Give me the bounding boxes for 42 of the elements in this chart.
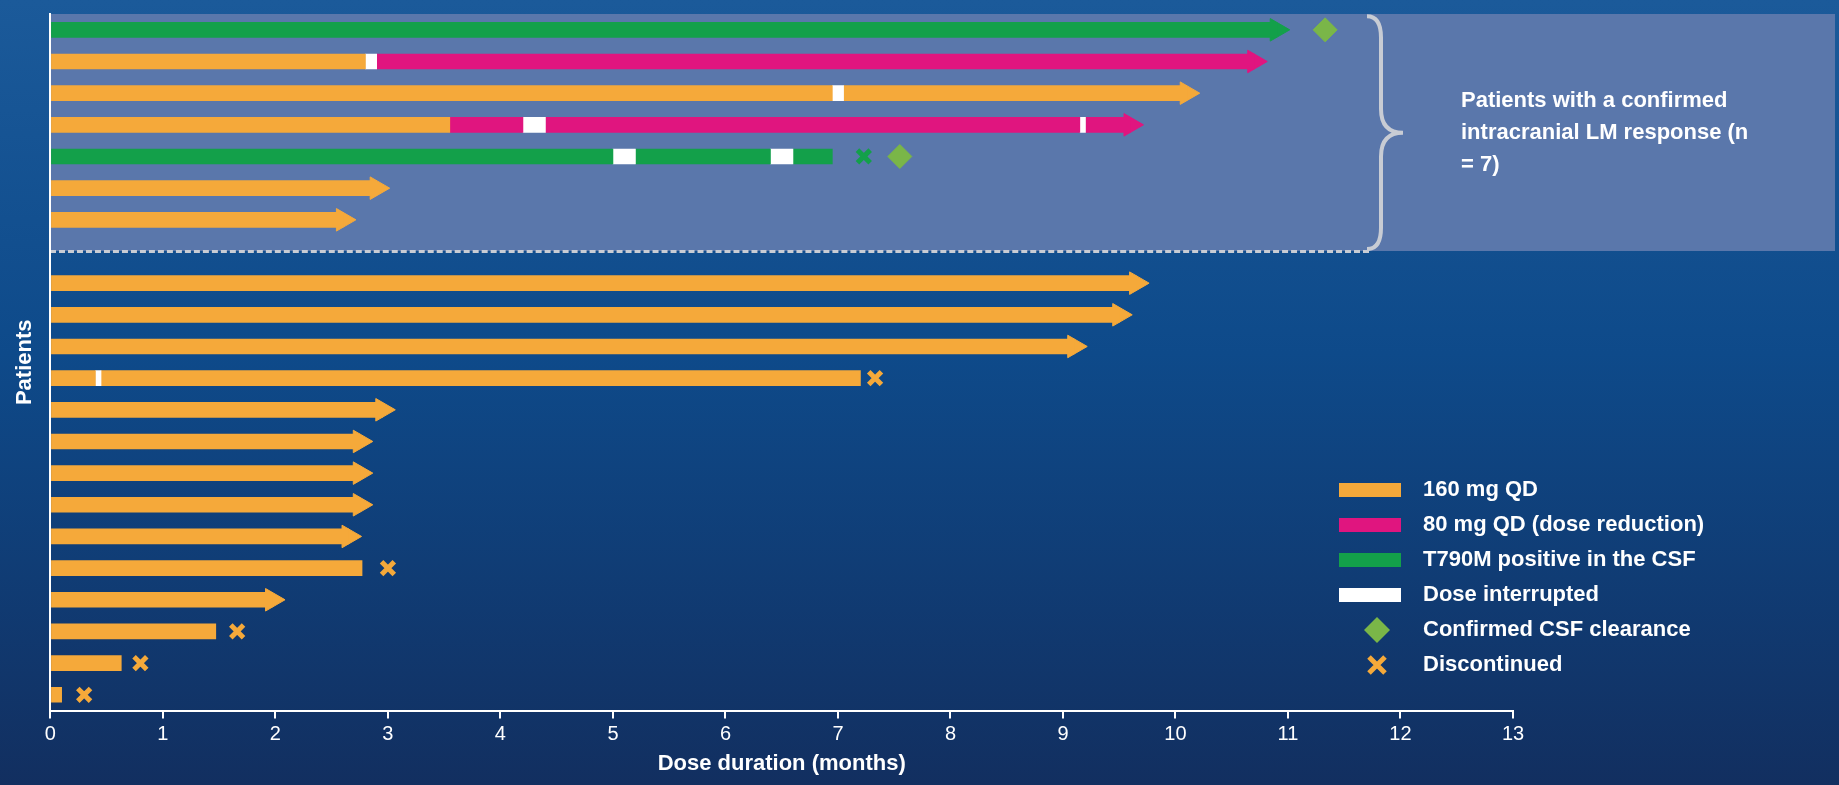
x-tick-label: 3 [382, 722, 394, 745]
x-tick-label: 11 [1277, 722, 1299, 745]
x-tick-label: 10 [1164, 722, 1187, 745]
bar [449, 116, 524, 133]
bar [545, 116, 1081, 133]
bar [635, 148, 771, 165]
x-tick-label: 7 [832, 722, 844, 745]
bar [51, 686, 62, 703]
bar [51, 560, 363, 576]
annotation: Patients with a confirmed intracranial LM response (n = 7) [1461, 86, 1749, 176]
x-tick-label: 6 [719, 722, 732, 745]
legend-label: 80 mg QD (dose reduction) [1423, 511, 1705, 537]
x-tick-label: 12 [1389, 722, 1412, 745]
bar [51, 53, 366, 70]
bar [832, 85, 844, 101]
bar [770, 148, 794, 165]
x-tick-label: 8 [944, 722, 957, 745]
bar [51, 623, 217, 640]
x-tick-label: 4 [494, 722, 506, 745]
bar [522, 116, 546, 133]
bar [51, 370, 96, 386]
x-tick-label: 1 [157, 722, 169, 745]
bar [792, 148, 833, 165]
legend-label: Discontinued [1423, 651, 1563, 677]
x-tick-label: 5 [607, 722, 619, 745]
bar [612, 148, 636, 165]
bar [51, 116, 451, 133]
bar [51, 85, 833, 101]
legend-label: Dose interrupted [1423, 581, 1600, 607]
bar [1079, 116, 1086, 133]
legend-label: T790M positive in the CSF [1423, 546, 1696, 572]
bar [51, 148, 614, 165]
x-tick-label: 13 [1501, 722, 1525, 745]
x-tick-label: 9 [1057, 722, 1069, 745]
y-axis-title: Patients [11, 319, 37, 406]
x-tick-label: 2 [269, 722, 281, 745]
x-axis-title: Dose duration (months) [657, 749, 906, 775]
x-tick-label: 0 [44, 722, 56, 745]
bar [100, 370, 861, 386]
bar [51, 655, 122, 671]
legend-label: 160 mg QD [1423, 476, 1538, 502]
legend-label: Confirmed CSF clearance [1423, 616, 1691, 642]
